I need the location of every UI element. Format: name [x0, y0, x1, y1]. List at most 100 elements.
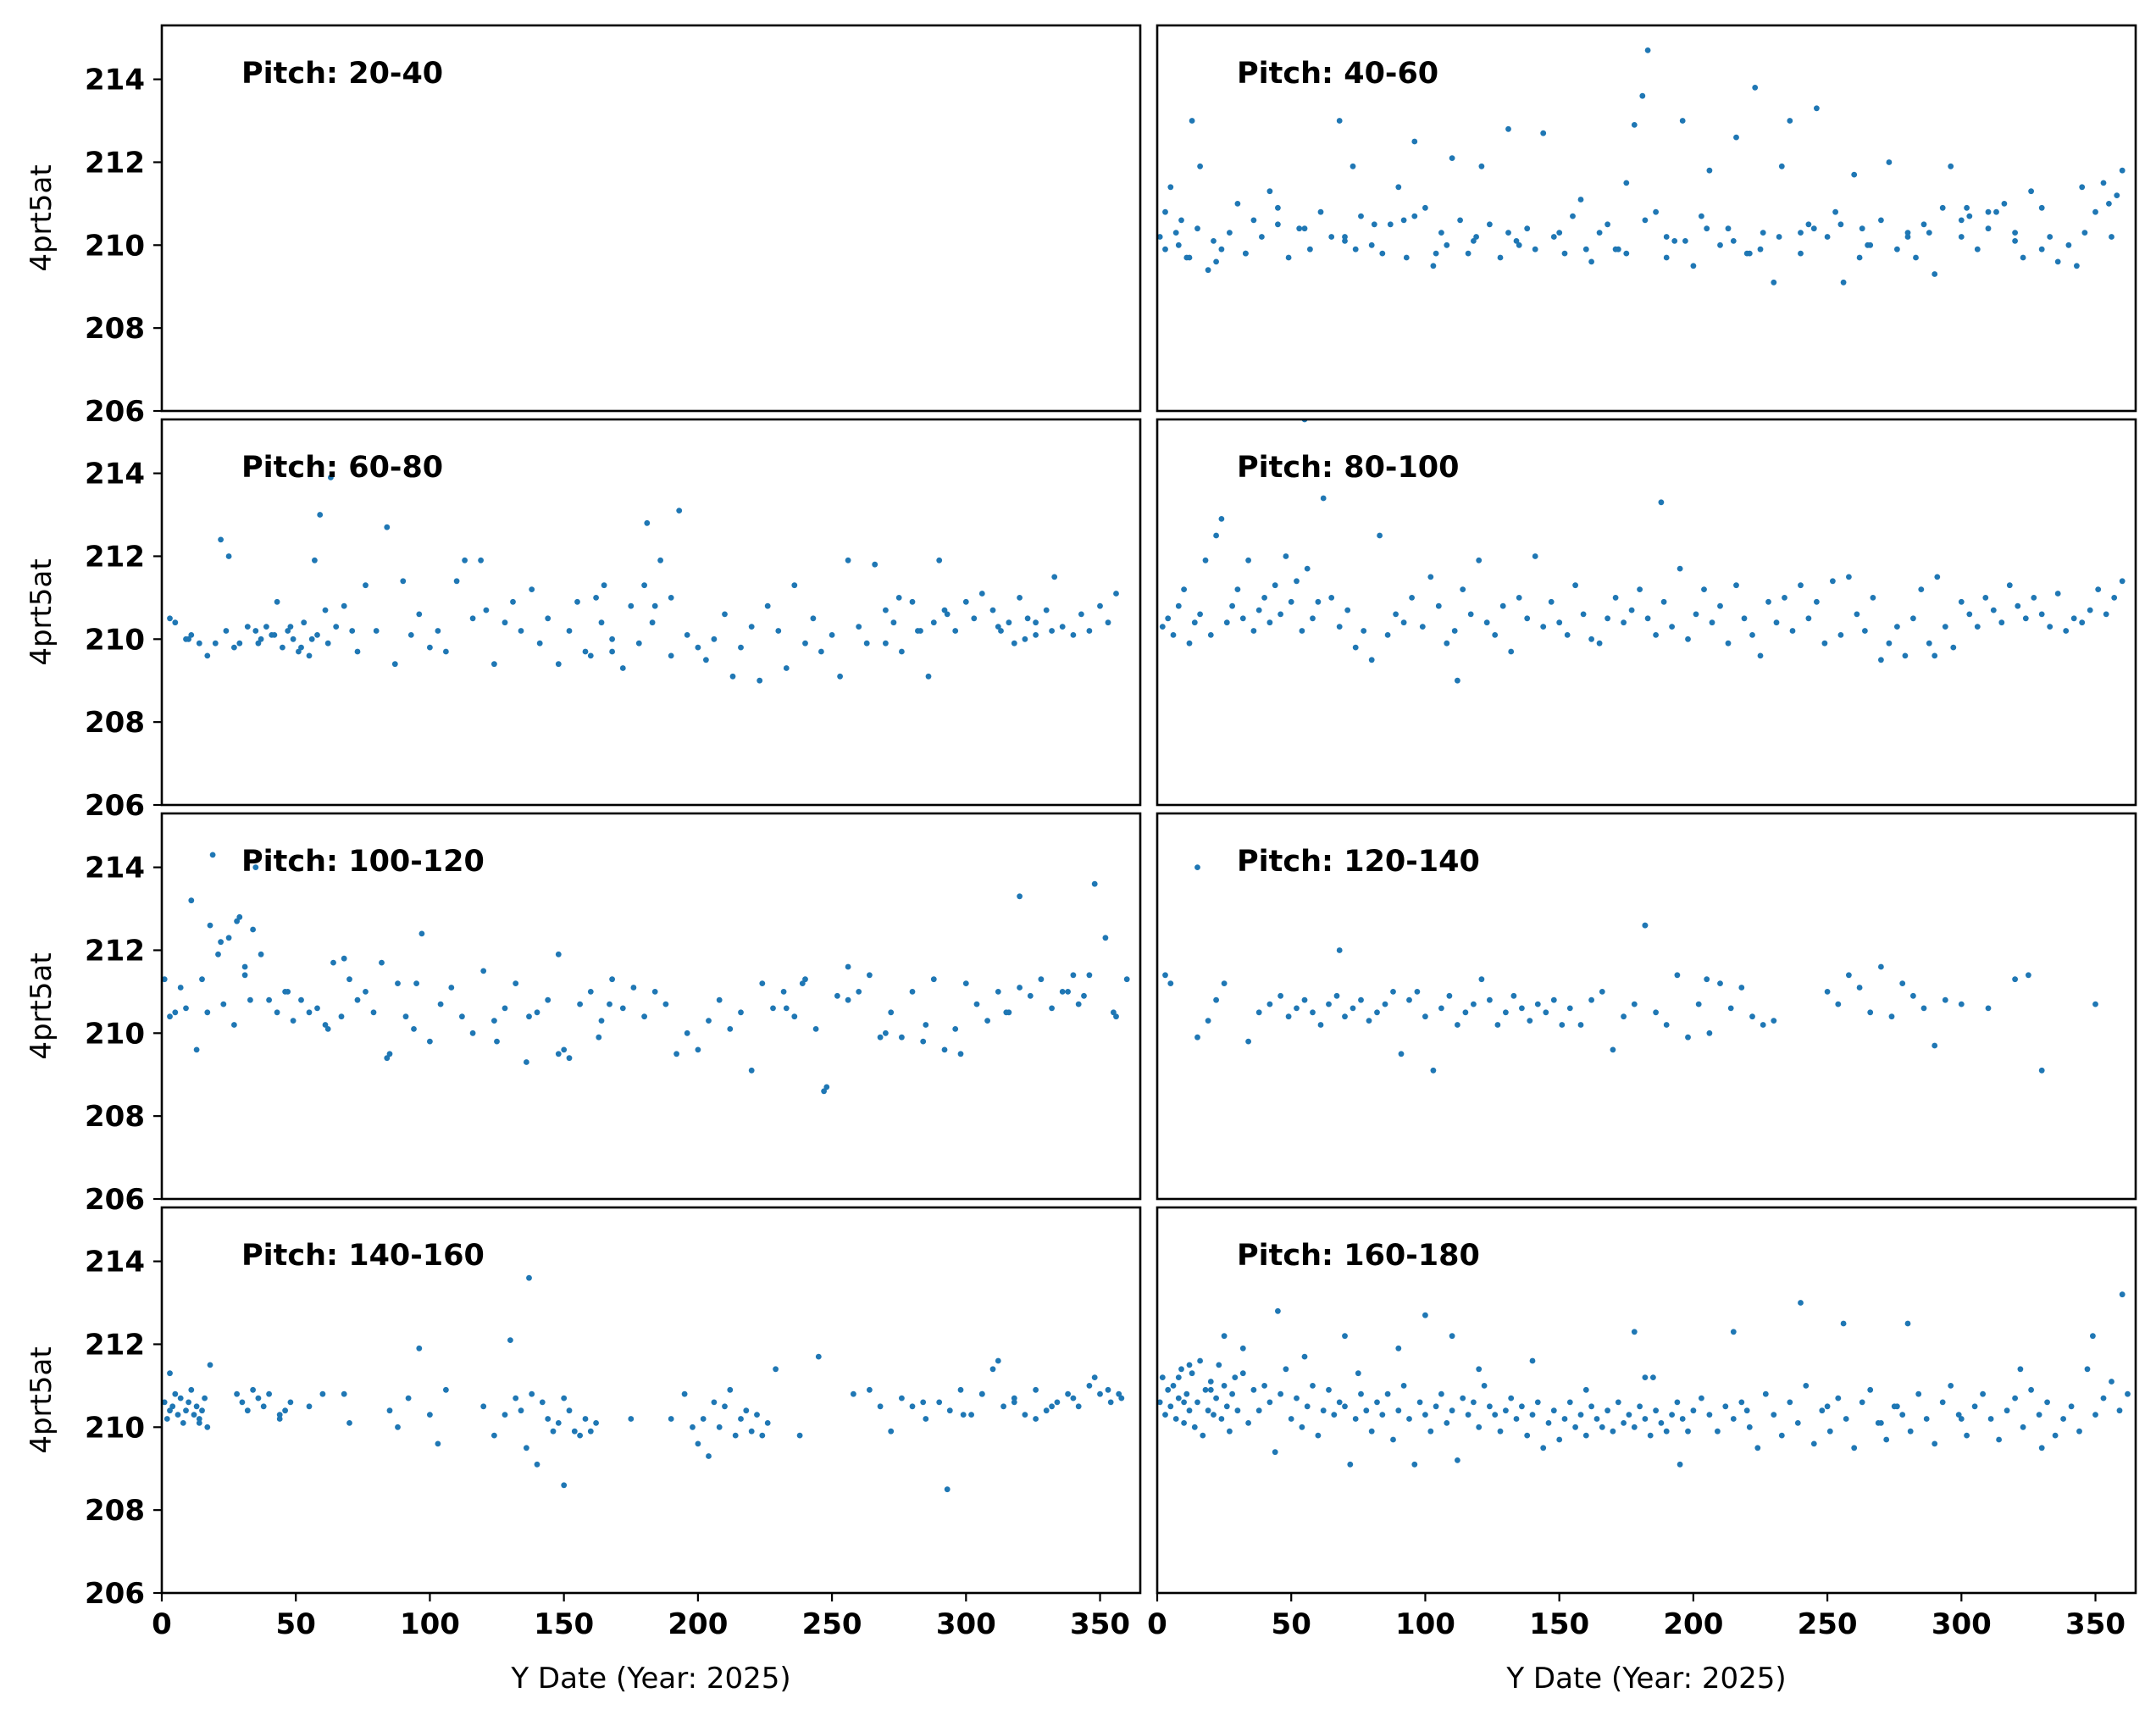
data-point — [407, 632, 414, 638]
data-point — [186, 1399, 192, 1406]
data-point — [566, 628, 573, 634]
data-point — [2054, 591, 2061, 597]
data-point — [1532, 246, 1538, 253]
panel-title: Pitch: 40-60 — [1237, 57, 1438, 91]
data-point — [1438, 1005, 1444, 1012]
data-point — [1722, 1403, 1729, 1410]
data-point — [1982, 595, 1989, 601]
data-point — [1471, 1001, 1477, 1007]
data-point — [1207, 1386, 1214, 1393]
data-point — [1773, 619, 1780, 626]
panel-6-points — [1162, 864, 2098, 1074]
data-point — [1932, 1042, 1938, 1049]
data-point — [1181, 1399, 1187, 1406]
data-point — [1105, 619, 1111, 626]
data-point — [1390, 1436, 1396, 1443]
data-point — [1186, 254, 1193, 261]
data-point — [1966, 213, 1973, 219]
data-point — [287, 624, 294, 630]
data-point — [2038, 246, 2045, 253]
data-point — [1513, 1416, 1520, 1422]
data-point — [1194, 225, 1200, 232]
data-point — [204, 652, 211, 659]
data-point — [2012, 230, 2019, 236]
data-point — [1749, 632, 1755, 638]
data-point — [1540, 130, 1547, 136]
data-point — [480, 968, 487, 974]
data-point — [386, 1051, 393, 1057]
y-tick-label: 210 — [85, 623, 145, 657]
data-point — [1344, 607, 1351, 613]
data-point — [1239, 615, 1246, 622]
x-tick-label: 50 — [276, 1607, 316, 1641]
data-point — [437, 1001, 444, 1007]
data-point — [1476, 1366, 1483, 1373]
data-point — [274, 1009, 280, 1016]
data-point — [1548, 598, 1555, 605]
data-point — [706, 1453, 712, 1459]
data-point — [743, 1407, 750, 1414]
y-tick-label: 210 — [85, 1017, 145, 1051]
data-point — [1043, 607, 1050, 613]
data-point — [1333, 992, 1340, 999]
data-point — [1577, 1022, 1584, 1028]
data-point — [301, 619, 308, 626]
x-axis-label-right: Y Date (Year: 2025) — [1505, 1662, 1786, 1696]
data-point — [252, 628, 259, 634]
data-point — [177, 1395, 184, 1401]
data-point — [1205, 267, 1211, 274]
data-point — [1826, 1428, 1833, 1435]
data-point — [280, 644, 285, 651]
data-point — [1054, 1399, 1061, 1406]
data-point — [1283, 1366, 1289, 1373]
data-point — [491, 1432, 497, 1439]
data-point — [314, 1005, 320, 1012]
panel-2-points — [1157, 47, 2126, 286]
data-point — [1358, 213, 1364, 219]
data-point — [167, 615, 173, 622]
data-point — [1395, 1407, 1402, 1414]
data-point — [1615, 1399, 1621, 1406]
data-point — [1294, 1395, 1300, 1401]
data-point — [1285, 254, 1292, 261]
data-point — [1499, 602, 1506, 609]
data-point — [324, 1026, 331, 1032]
data-point — [1414, 989, 1421, 995]
data-point — [1631, 1329, 1638, 1335]
data-point — [1455, 1022, 1460, 1028]
data-point — [1086, 628, 1093, 634]
data-point — [1814, 105, 1820, 112]
data-point — [1011, 640, 1017, 647]
data-point — [883, 640, 889, 647]
panel-title: Pitch: 20-40 — [241, 57, 443, 91]
data-point — [681, 1390, 688, 1397]
data-point — [435, 1440, 441, 1447]
data-point — [700, 1416, 707, 1422]
data-point — [1588, 635, 1594, 642]
panel-title: Pitch: 140-160 — [241, 1239, 485, 1273]
data-point — [188, 632, 195, 638]
x-tick-label: 100 — [400, 1607, 460, 1641]
data-point — [1481, 1383, 1488, 1389]
data-point — [775, 628, 782, 634]
panel-4-frame — [1156, 418, 2137, 807]
data-point — [1543, 1009, 1549, 1016]
data-point — [2074, 263, 2080, 269]
data-point — [609, 976, 615, 983]
data-point — [1211, 238, 1217, 244]
panel-7-points — [162, 1274, 1125, 1493]
x-tick-label: 300 — [1932, 1607, 1992, 1641]
data-point — [619, 1005, 626, 1012]
data-point — [1798, 250, 1804, 257]
data-point — [1934, 574, 1941, 580]
data-point — [545, 996, 551, 1003]
data-point — [923, 1022, 929, 1028]
data-point — [1478, 163, 1485, 169]
data-point — [1105, 1386, 1111, 1393]
data-point — [877, 1034, 884, 1041]
data-point — [1743, 1407, 1750, 1414]
data-point — [1706, 1030, 1713, 1036]
data-point — [1017, 595, 1023, 601]
data-point — [1754, 1445, 1761, 1451]
data-point — [1540, 1445, 1547, 1451]
